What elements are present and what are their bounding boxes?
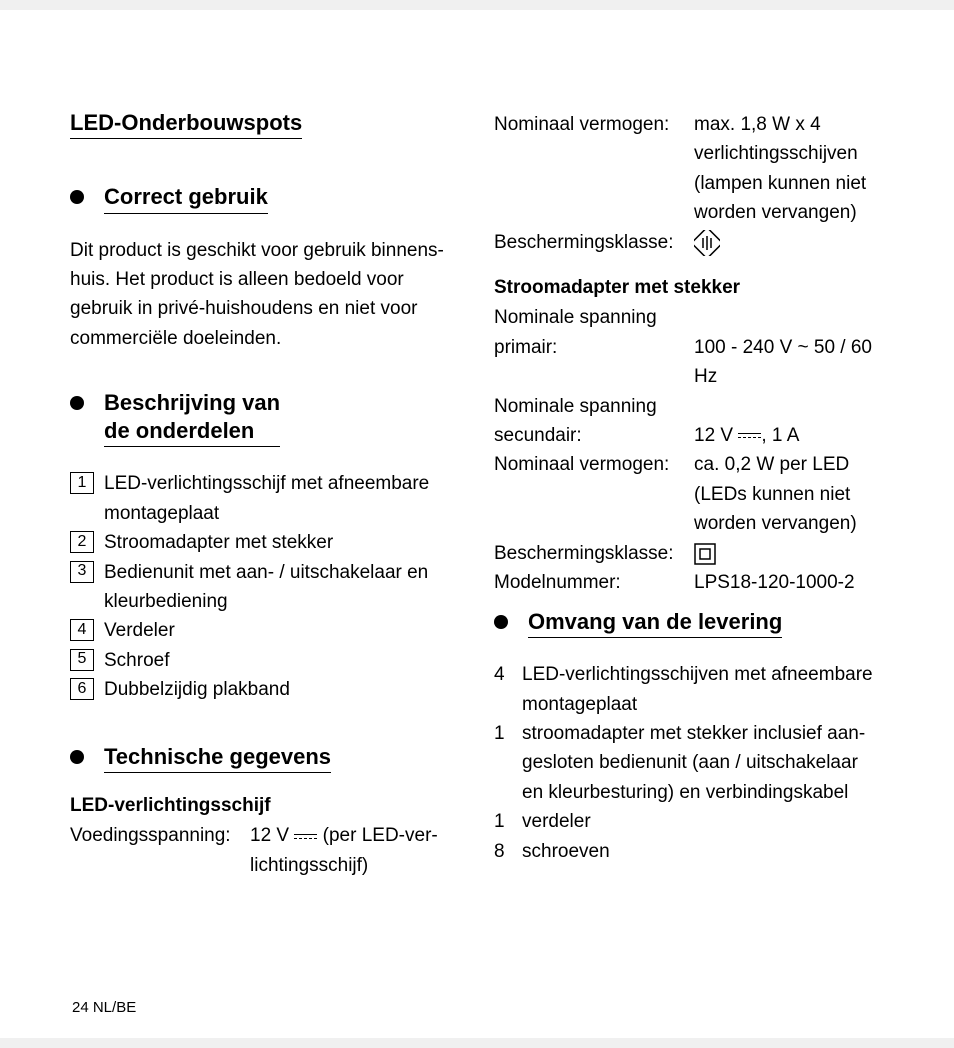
list-item: 1 LED-verlichtingsschijf met afneembare m…	[70, 469, 460, 528]
spec-table-adapter: Nominale spanning primair: 100 - 240 V ~…	[494, 303, 884, 597]
label-line: primair:	[494, 337, 557, 358]
item-text: stroomadapter met stekker inclusief aan­…	[522, 719, 884, 807]
part-text: Bedienunit met aan- / uitschakelaar en k…	[104, 558, 460, 617]
spec-label: Nominaal vermogen:	[494, 110, 694, 139]
class2-icon	[694, 543, 716, 565]
value-text: 100 - 240 V ~ 50 / 60 Hz	[694, 337, 872, 387]
left-column: LED-Onderbouwspots Correct gebruik Dit p…	[70, 110, 460, 960]
part-text: Verdeler	[104, 616, 175, 645]
spec-label: Beschermingsklasse:	[494, 228, 694, 257]
spec-label: Modelnummer:	[494, 568, 694, 597]
class3-icon	[694, 230, 720, 256]
spec-label: Voedingsspanning:	[70, 821, 250, 850]
spec-row: Beschermingsklasse:	[494, 228, 884, 257]
value-part: 12 V	[250, 825, 294, 846]
item-text: verdeler	[522, 807, 591, 836]
spec-table: Nominaal vermogen: max. 1,8 W x 4 verlic…	[494, 110, 884, 257]
part-text: LED-verlichtingsschijf met afneembare mo…	[104, 469, 460, 528]
section-heading-text: Omvang van de levering	[528, 608, 782, 639]
part-number-box: 5	[70, 649, 94, 671]
spec-label: Nominaal vermogen:	[494, 450, 694, 479]
spec-value	[694, 539, 884, 568]
sub-heading: LED-verlichtingsschijf	[70, 795, 460, 817]
spec-value: 12 V (per LED-ver­lichtingsschijf)	[250, 821, 460, 880]
spec-row: Nominale spanning secundair: 12 V , 1 A	[494, 392, 884, 451]
list-item: 3 Bedienunit met aan- / uitschakelaar en …	[70, 558, 460, 617]
spec-row: Voedingsspanning: 12 V (per LED-ver­lich…	[70, 821, 460, 880]
heading-line: de onderdelen	[104, 418, 254, 443]
list-item: 2 Stroomadapter met stekker	[70, 528, 460, 557]
label-line: Nominale spanning	[494, 396, 657, 417]
list-item: 6 Dubbelzijdig plakband	[70, 675, 460, 704]
section-heading-text: Technische gegevens	[104, 743, 331, 774]
spec-table: Voedingsspanning: 12 V (per LED-ver­lich…	[70, 821, 460, 880]
spec-label: Beschermingsklasse:	[494, 539, 694, 568]
list-item: 4LED-verlichtingsschijven met afneembare…	[494, 660, 884, 719]
bullet-icon	[70, 190, 84, 204]
manual-page: LED-Onderbouwspots Correct gebruik Dit p…	[0, 10, 954, 1038]
list-item: 8schroeven	[494, 837, 884, 866]
list-item: 5 Schroef	[70, 646, 460, 675]
page-title: LED-Onderbouwspots	[70, 110, 302, 139]
spec-row: Nominale spanning primair: 100 - 240 V ~…	[494, 303, 884, 391]
value-part: 12 V	[694, 425, 738, 446]
dc-icon	[294, 834, 317, 839]
qty: 8	[494, 837, 522, 866]
list-item: 4 Verdeler	[70, 616, 460, 645]
list-item: 1verdeler	[494, 807, 884, 836]
sub-heading: Stroomadapter met stekker	[494, 277, 884, 299]
delivery-list: 4LED-verlichtingsschijven met afneembare…	[494, 660, 884, 866]
correct-gebruik-body: Dit product is geschikt voor gebruik bin…	[70, 236, 460, 354]
bullet-icon	[70, 396, 84, 410]
qty: 1	[494, 719, 522, 748]
part-text: Schroef	[104, 646, 169, 675]
section-omvang-heading: Omvang van de levering	[494, 608, 884, 639]
section-beschrijving-heading: Beschrijving van de onderdelen	[70, 389, 460, 447]
spec-value: max. 1,8 W x 4 verlichtingsschijven (lam…	[694, 110, 884, 228]
spec-row: Modelnummer: LPS18-120-1000-2	[494, 568, 884, 597]
spec-row: Nominaal vermogen: max. 1,8 W x 4 verlic…	[494, 110, 884, 228]
section-heading-text: Correct gebruik	[104, 183, 268, 214]
section-heading-text: Beschrijving van de onderdelen	[104, 389, 280, 447]
label-line: Nominale spanning	[494, 307, 657, 328]
item-text: LED-verlichtingsschijven met afneembare …	[522, 660, 884, 719]
spec-label: Nominale spanning primair:	[494, 303, 694, 362]
parts-list: 1 LED-verlichtingsschijf met afneembare m…	[70, 469, 460, 705]
page-footer: 24 NL/BE	[72, 999, 136, 1016]
right-column: Nominaal vermogen: max. 1,8 W x 4 verlic…	[494, 110, 884, 960]
part-number-box: 1	[70, 472, 94, 494]
spec-row: Beschermingsklasse:	[494, 539, 884, 568]
spec-label: Nominale spanning secundair:	[494, 392, 694, 451]
part-number-box: 6	[70, 678, 94, 700]
spec-value: LPS18-120-1000-2	[694, 568, 884, 597]
part-text: Stroomadapter met stekker	[104, 528, 333, 557]
spec-value: ca. 0,2 W per LED (LEDs kunnen niet word…	[694, 450, 884, 538]
list-item: 1stroomadapter met stekker inclusief aan…	[494, 719, 884, 807]
part-text: Dubbelzijdig plakband	[104, 675, 290, 704]
heading-line: Beschrijving van	[104, 390, 280, 415]
part-number-box: 4	[70, 619, 94, 641]
part-number-box: 3	[70, 561, 94, 583]
qty: 1	[494, 807, 522, 836]
value-part: , 1 A	[761, 425, 799, 446]
label-line: secundair:	[494, 425, 582, 446]
part-number-box: 2	[70, 531, 94, 553]
column-layout: LED-Onderbouwspots Correct gebruik Dit p…	[70, 110, 884, 960]
section-correct-gebruik-heading: Correct gebruik	[70, 183, 460, 214]
bullet-icon	[70, 750, 84, 764]
qty: 4	[494, 660, 522, 689]
bullet-icon	[494, 615, 508, 629]
item-text: schroeven	[522, 837, 610, 866]
spec-value: 100 - 240 V ~ 50 / 60 Hz	[694, 303, 884, 391]
dc-icon	[738, 433, 761, 438]
section-technische-heading: Technische gegevens	[70, 743, 460, 774]
spec-row: Nominaal vermogen: ca. 0,2 W per LED (LE…	[494, 450, 884, 538]
spec-value: 12 V , 1 A	[694, 392, 884, 451]
spec-value	[694, 228, 884, 257]
